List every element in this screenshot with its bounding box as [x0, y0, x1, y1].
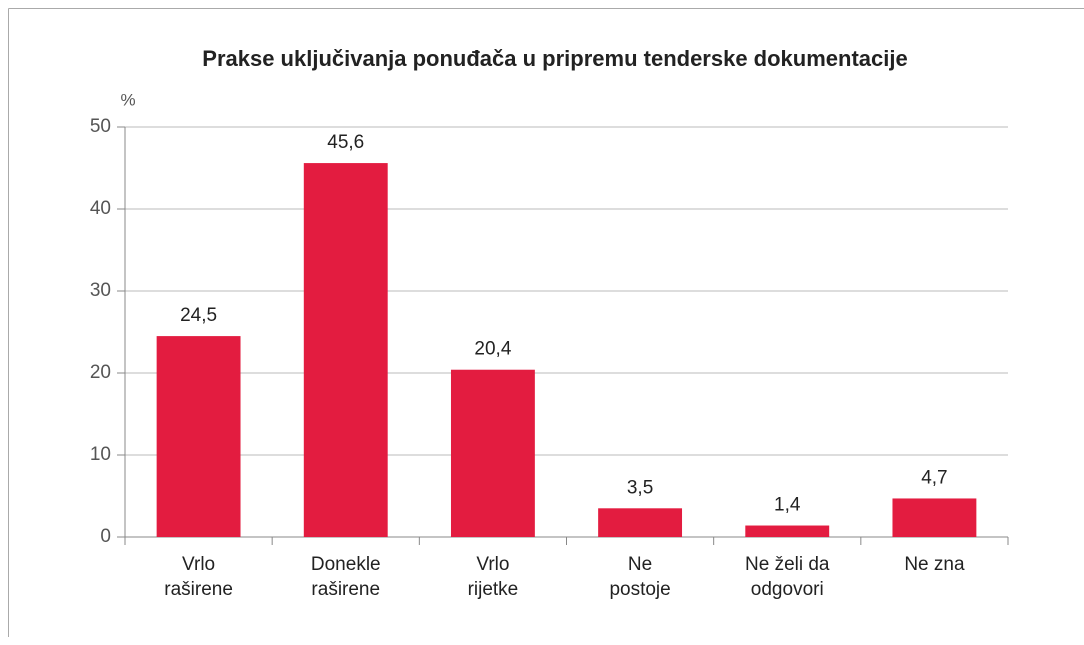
bar: [598, 508, 683, 537]
x-tick-line: Vrlo: [182, 554, 215, 575]
bar: [450, 369, 535, 537]
value-label: 1,4: [774, 495, 801, 516]
x-tick-line: Ne zna: [904, 554, 965, 575]
value-label: 45,6: [327, 132, 364, 153]
x-tick-line: Vrlo: [476, 554, 509, 575]
x-tick-label: Vrlo rijetke: [468, 554, 519, 600]
x-tick-line: raširene: [164, 579, 233, 600]
y-tick-label: 30: [90, 280, 111, 301]
x-tick-line: rijetke: [468, 579, 519, 600]
x-tick-line: raširene: [311, 579, 380, 600]
x-tick-line: Donekle: [311, 554, 381, 575]
x-tick-label: Donekle raširene: [311, 554, 381, 600]
chart-title: Prakse uključivanja ponuđača u pripremu …: [202, 46, 907, 71]
value-label: 3,5: [627, 477, 653, 498]
y-tick-label: 20: [90, 362, 111, 383]
bar: [156, 336, 241, 537]
value-label: 4,7: [921, 467, 947, 488]
bar: [892, 498, 977, 537]
value-label: 24,5: [180, 305, 217, 326]
x-tick-line: postoje: [609, 579, 670, 600]
value-label: 20,4: [474, 339, 511, 360]
bar: [303, 163, 388, 537]
x-tick-line: Ne želi da: [745, 554, 830, 575]
bar: [745, 525, 830, 537]
y-tick-label: 50: [90, 116, 111, 137]
x-tick-line: odgovori: [751, 579, 824, 600]
y-axis-label: %: [120, 90, 135, 109]
x-tick-label: Vrlo raširene: [164, 554, 233, 600]
y-tick-label: 10: [90, 444, 111, 465]
x-tick-label: Ne zna: [904, 554, 965, 575]
y-tick-label: 0: [100, 526, 111, 547]
x-tick-label: Ne želi da odgovori: [745, 554, 830, 600]
x-tick-line: Ne: [628, 554, 652, 575]
x-tick-label: Ne postoje: [609, 554, 670, 600]
y-tick-label: 40: [90, 198, 111, 219]
